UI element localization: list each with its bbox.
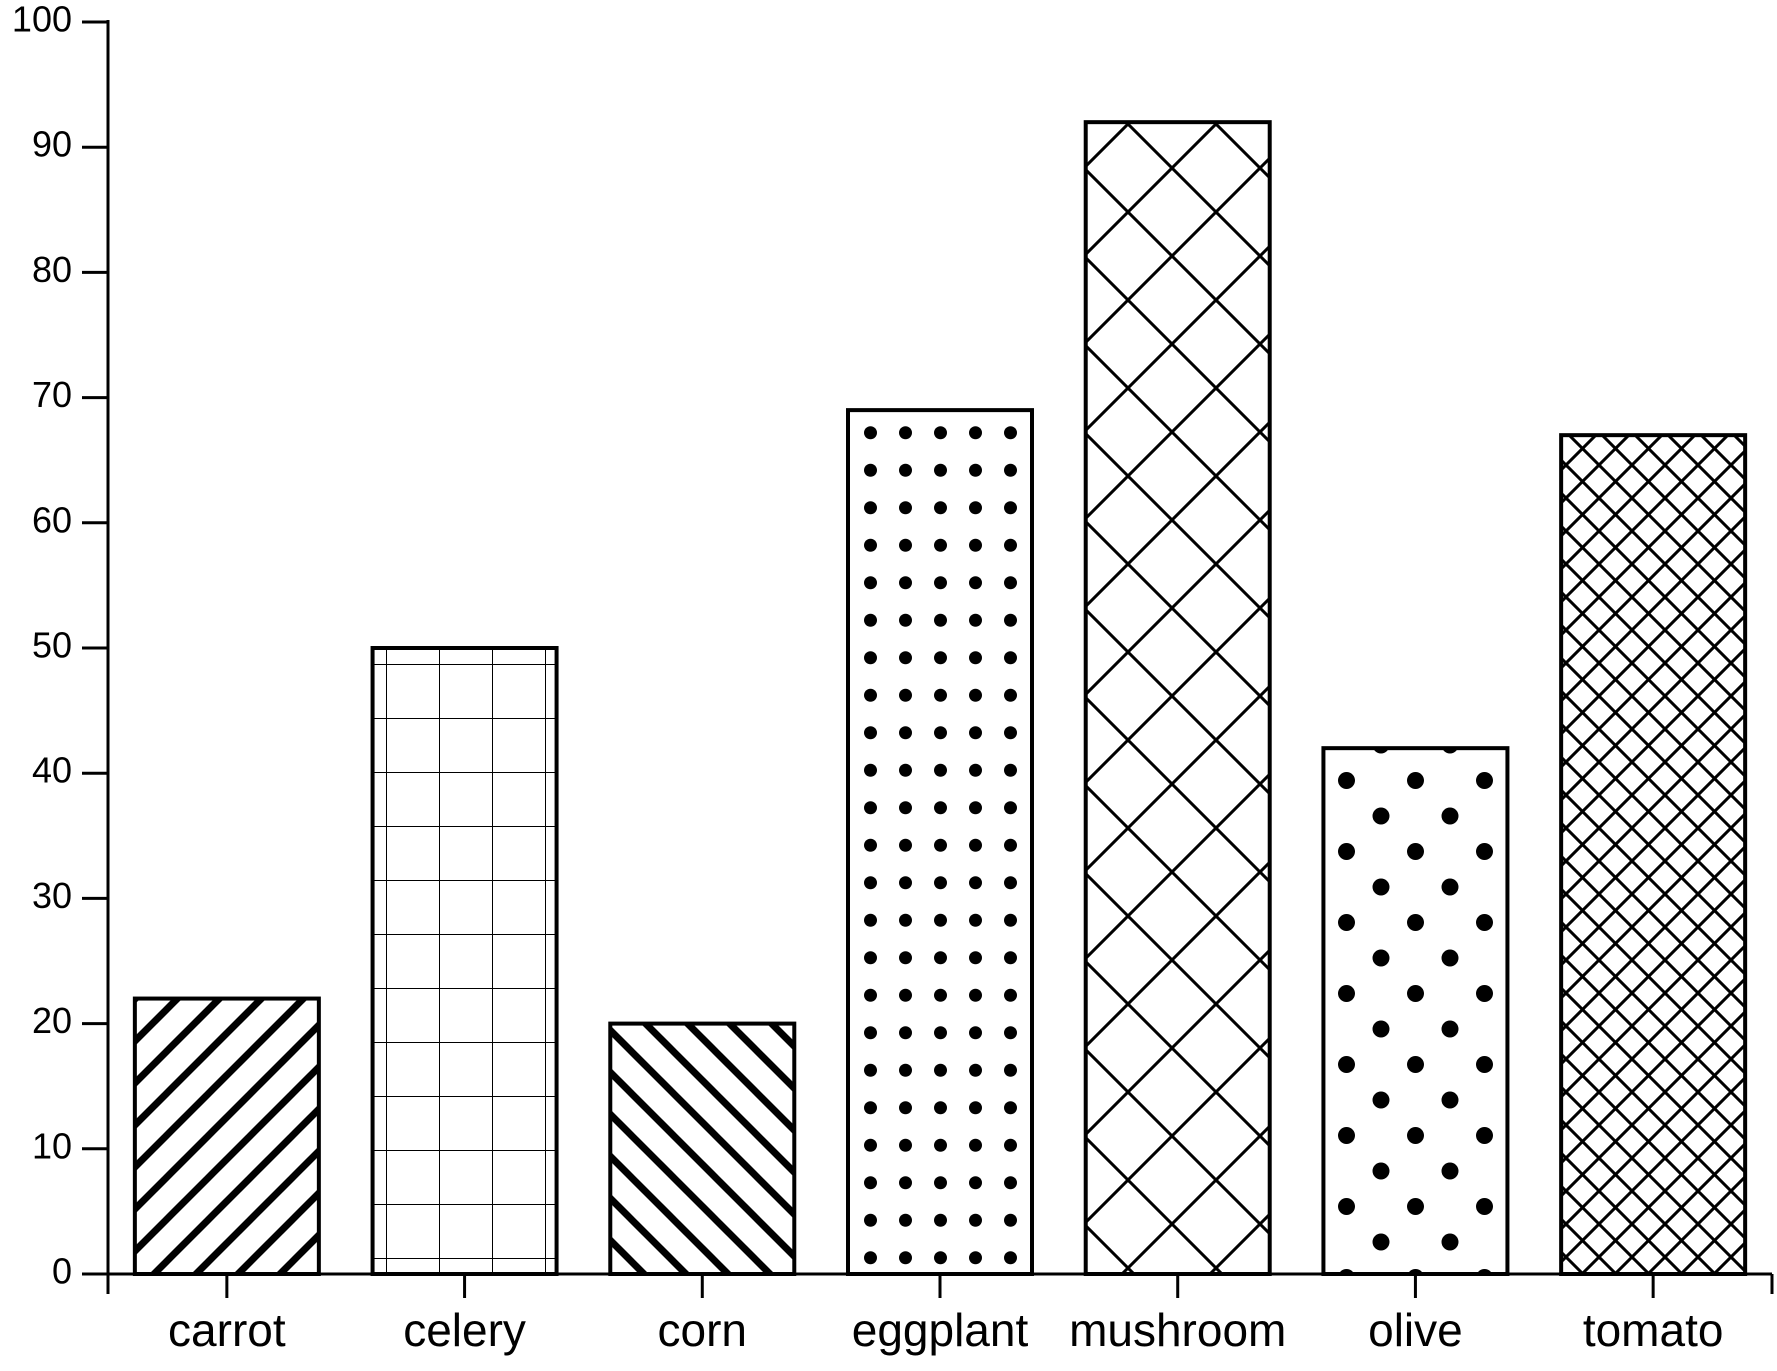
x-axis: carrot celery corn eggplant mushroom olive tom… <box>106 1272 1774 1356</box>
y-tick-label: 100 <box>12 0 72 40</box>
bar-pattern-carrot <box>134 998 319 1274</box>
y-tick-label: 30 <box>32 875 72 916</box>
y-tick-label: 40 <box>32 750 72 791</box>
bars-group <box>132 120 1748 1277</box>
y-tick-label: 80 <box>32 249 72 290</box>
x-tick-label-eggplant: eggplant <box>852 1304 1029 1356</box>
x-tick-label-corn: corn <box>658 1304 747 1356</box>
bar-pattern-corn <box>610 1023 795 1274</box>
x-tick-label-tomato: tomato <box>1583 1304 1724 1356</box>
y-tick-label: 90 <box>32 124 72 165</box>
y-axis: 0 10 20 30 40 50 60 70 80 90 100 <box>12 0 110 1292</box>
x-tick-label-mushroom: mushroom <box>1069 1304 1286 1356</box>
y-tick-label: 50 <box>32 625 72 666</box>
x-tick-label-olive: olive <box>1368 1304 1463 1356</box>
bar-pattern-tomato <box>1561 435 1746 1274</box>
x-tick-label-celery: celery <box>403 1304 526 1356</box>
bar-pattern-celery <box>372 648 557 1274</box>
bar-pattern-olive <box>1323 748 1508 1274</box>
y-tick-label: 0 <box>52 1251 72 1292</box>
y-tick-label: 70 <box>32 374 72 415</box>
y-tick-label: 10 <box>32 1125 72 1166</box>
y-tick-label: 20 <box>32 1000 72 1041</box>
bar-pattern-mushroom <box>1085 122 1270 1274</box>
x-tick-label-carrot: carrot <box>168 1304 286 1356</box>
bar-pattern-eggplant <box>848 410 1032 1274</box>
y-tick-label: 60 <box>32 499 72 540</box>
